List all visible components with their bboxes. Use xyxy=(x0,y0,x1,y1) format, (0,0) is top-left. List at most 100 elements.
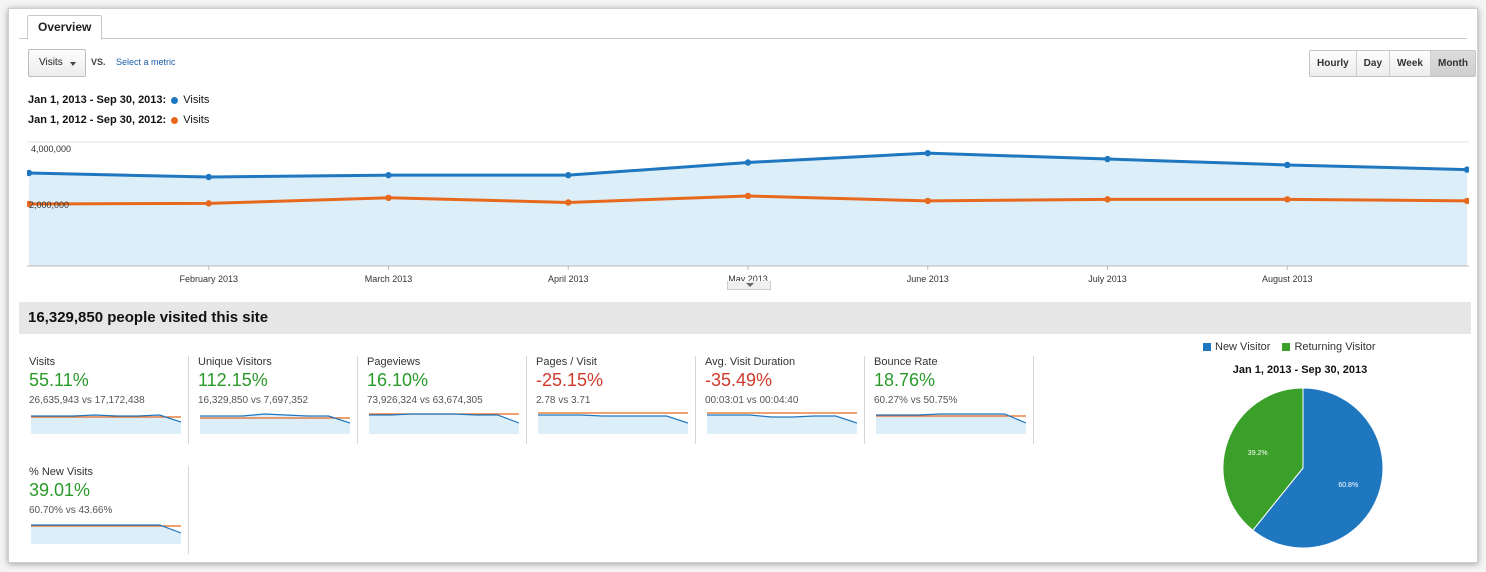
sparkline-current xyxy=(876,413,1026,424)
pie-slice-label: 39.2% xyxy=(1248,450,1268,457)
pie-legend-returning-visitor[interactable]: Returning Visitor xyxy=(1282,341,1376,353)
month-button[interactable]: Month xyxy=(1429,51,1475,76)
data-point xyxy=(205,200,212,207)
metric-change-value: -25.15% xyxy=(536,370,604,390)
metric-card[interactable]: Avg. Visit Duration -35.49% 00:03:01 vs 00… xyxy=(705,356,865,444)
day-button[interactable]: Day xyxy=(1355,51,1390,76)
metric-comparison: 16,329,850 vs 7,697,352 xyxy=(198,395,309,406)
data-point xyxy=(744,192,752,200)
metric-comparison: 60.27% vs 50.75% xyxy=(874,395,958,406)
data-point xyxy=(744,159,752,166)
report-panel: Overview Visits VS. Select a metric Hour… xyxy=(8,8,1478,563)
sparkline-area xyxy=(369,414,519,434)
x-tick-label: June 2013 xyxy=(907,274,949,284)
pie-slice-label: 60.8% xyxy=(1338,482,1358,489)
metric-sparkline xyxy=(200,413,350,434)
sparkline-current xyxy=(707,414,857,424)
metric-comparison: 60.70% vs 43.66% xyxy=(29,505,113,516)
data-point xyxy=(1104,155,1111,163)
data-point xyxy=(1284,161,1291,169)
metric-dropdown[interactable]: Visits xyxy=(28,49,86,77)
time-granularity-toggle: Hourly Day Week Month xyxy=(1309,50,1476,77)
metric-card[interactable]: Pages / Visit -25.15% 2.78 vs 3.71 xyxy=(536,356,696,444)
x-tick-label: March 2013 xyxy=(365,274,413,284)
sparkline-area xyxy=(707,415,857,434)
metric-change-value: 112.15% xyxy=(198,370,268,390)
metric-dropdown-label: Visits xyxy=(39,57,63,68)
metric-sparkline xyxy=(707,412,857,434)
metric-label: Visits xyxy=(29,356,56,368)
tab-bar: Overview xyxy=(19,13,1467,40)
data-point xyxy=(205,173,212,181)
metric-card[interactable]: Pageviews 16.10% 73,926,324 vs 63,674,305 xyxy=(367,356,527,444)
metric-sparkline xyxy=(538,412,688,434)
legend-range-label: Jan 1, 2012 - Sep 30, 2012: xyxy=(28,114,167,126)
chart-collapse-handle[interactable] xyxy=(727,281,771,290)
legend-previous-range: Jan 1, 2012 - Sep 30, 2012: Visits xyxy=(28,114,209,126)
data-point xyxy=(565,171,572,179)
metric-label: Bounce Rate xyxy=(874,356,938,368)
pie-slice-new-visitor xyxy=(1252,387,1384,549)
data-point xyxy=(565,199,572,206)
metric-change-value: 39.01% xyxy=(29,480,91,500)
data-point xyxy=(924,197,931,205)
y-tick-label: 4,000,000 xyxy=(31,144,71,154)
sparkline-current xyxy=(538,414,688,424)
week-button[interactable]: Week xyxy=(1389,51,1430,76)
data-point xyxy=(1104,196,1111,203)
metric-change-value: 55.11% xyxy=(29,370,89,390)
data-point xyxy=(1284,196,1291,203)
metric-sparkline xyxy=(31,524,181,544)
data-point xyxy=(1463,166,1469,173)
metric-label: Avg. Visit Duration xyxy=(705,356,796,368)
sparkline-current xyxy=(369,413,519,424)
chevron-down-icon xyxy=(746,283,754,287)
pie-title: Jan 1, 2013 - Sep 30, 2013 xyxy=(1232,364,1368,376)
metric-card[interactable]: Visits 55.11% 26,635,943 vs 17,172,438 xyxy=(29,356,189,444)
visitor-pie-chart[interactable]: 60.8% 39.2% xyxy=(1221,386,1385,550)
legend-range-label: Jan 1, 2013 - Sep 30, 2013: xyxy=(28,94,167,106)
legend-current-range: Jan 1, 2013 - Sep 30, 2013: Visits xyxy=(28,94,209,106)
sparkline-area xyxy=(876,414,1026,434)
legend-series-visits: Visits xyxy=(183,114,210,126)
x-tick-label: April 2013 xyxy=(548,274,589,284)
hourly-button[interactable]: Hourly xyxy=(1310,51,1356,76)
pie-legend: New Visitor Returning Visitor xyxy=(1203,341,1376,353)
data-point xyxy=(924,149,931,157)
metric-label: % New Visits xyxy=(29,466,93,478)
pie-legend-new-visitor[interactable]: New Visitor xyxy=(1203,341,1270,353)
select-metric-link[interactable]: Select a metric xyxy=(116,57,176,67)
pie-slice-returning-visitor xyxy=(1222,387,1304,531)
y-tick-label: 2,000,000 xyxy=(29,200,69,210)
sparkline-area xyxy=(31,525,181,544)
metric-card[interactable]: % New Visits 39.01% 60.70% vs 43.66% xyxy=(29,466,189,554)
data-point xyxy=(27,169,33,177)
sparkline-current xyxy=(200,413,350,424)
chart-canvas: 4,000,000 2,000,000 February 2013 March 201… xyxy=(27,141,1469,284)
x-tick-label: May 2013 xyxy=(728,274,768,284)
data-point xyxy=(385,171,392,179)
sparkline-area xyxy=(200,414,350,434)
metric-sparkline xyxy=(369,413,519,434)
metric-card[interactable]: Unique Visitors 112.15% 16,329,850 vs 7,69… xyxy=(198,356,358,444)
x-tick-label: July 2013 xyxy=(1088,274,1127,284)
vs-label: VS. xyxy=(91,57,106,67)
summary-headline: 16,329,850 people visited this site xyxy=(19,302,1471,334)
sparkline-current xyxy=(31,414,181,423)
metric-sparkline xyxy=(876,413,1026,434)
metric-comparison: 00:03:01 vs 00:04:40 xyxy=(705,395,799,406)
visits-area xyxy=(29,153,1467,266)
metric-comparison: 2.78 vs 3.71 xyxy=(536,395,591,406)
x-tick-label: February 2013 xyxy=(179,274,238,284)
metric-comparison: 73,926,324 vs 63,674,305 xyxy=(367,395,483,406)
metric-label: Unique Visitors xyxy=(198,356,272,368)
tab-overview[interactable]: Overview xyxy=(27,15,103,40)
metric-change-value: 16.10% xyxy=(367,370,429,390)
visits-line-chart[interactable]: 4,000,000 2,000,000 February 2013 March 201… xyxy=(27,136,1469,288)
metric-change-value: -35.49% xyxy=(705,370,773,390)
metric-label: Pageviews xyxy=(367,356,421,368)
x-tick-label: August 2013 xyxy=(1262,274,1313,284)
metric-card[interactable]: Bounce Rate 18.76% 60.27% vs 50.75% xyxy=(874,356,1034,444)
metric-sparkline xyxy=(31,414,181,434)
sparkline-area xyxy=(31,415,181,434)
